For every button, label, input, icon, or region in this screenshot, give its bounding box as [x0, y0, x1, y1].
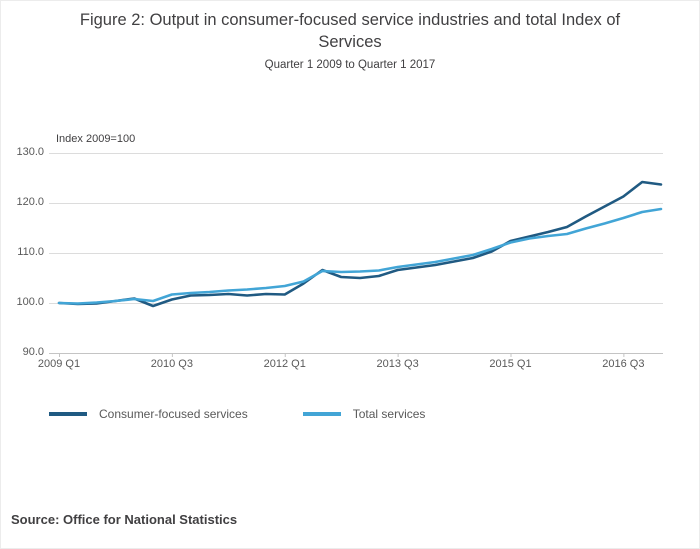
figure-title: Figure 2: Output in consumer-focused ser… — [79, 11, 621, 52]
line-chart — [49, 153, 663, 357]
y-tick-label: 90.0 — [22, 346, 44, 358]
legend-item-consumer-focused-services: Consumer-focused services — [49, 407, 248, 421]
y-tick-label: 110.0 — [17, 246, 44, 258]
legend: Consumer-focused services Total services — [49, 407, 425, 421]
y-axis-unit-label: Index 2009=100 — [56, 133, 136, 145]
y-tick-label: 120.0 — [16, 196, 44, 208]
figure-subtitle: Quarter 1 2009 to Quarter 1 2017 — [264, 59, 436, 71]
x-tick-label: 2012 Q1 — [263, 358, 306, 370]
series-line-total-services — [57, 207, 663, 305]
x-tick-label: 2015 Q1 — [489, 358, 532, 370]
series-line-consumer-focused-services — [57, 180, 663, 308]
x-tick-label: 2016 Q3 — [602, 358, 645, 370]
legend-swatch — [302, 412, 341, 416]
x-tick-label: 2013 Q3 — [376, 358, 419, 370]
y-tick-label: 130.0 — [16, 146, 44, 158]
y-tick-label: 100.0 — [16, 296, 44, 308]
x-tick-label: 2010 Q3 — [150, 358, 193, 370]
source-note: Source: Office for National Statistics — [11, 512, 238, 527]
x-tick-label: 2009 Q1 — [37, 358, 81, 370]
legend-item-total-services: Total services — [302, 407, 426, 421]
legend-swatch — [49, 412, 87, 416]
legend-label: Consumer-focused services — [99, 407, 248, 421]
legend-label: Total services — [352, 407, 426, 421]
